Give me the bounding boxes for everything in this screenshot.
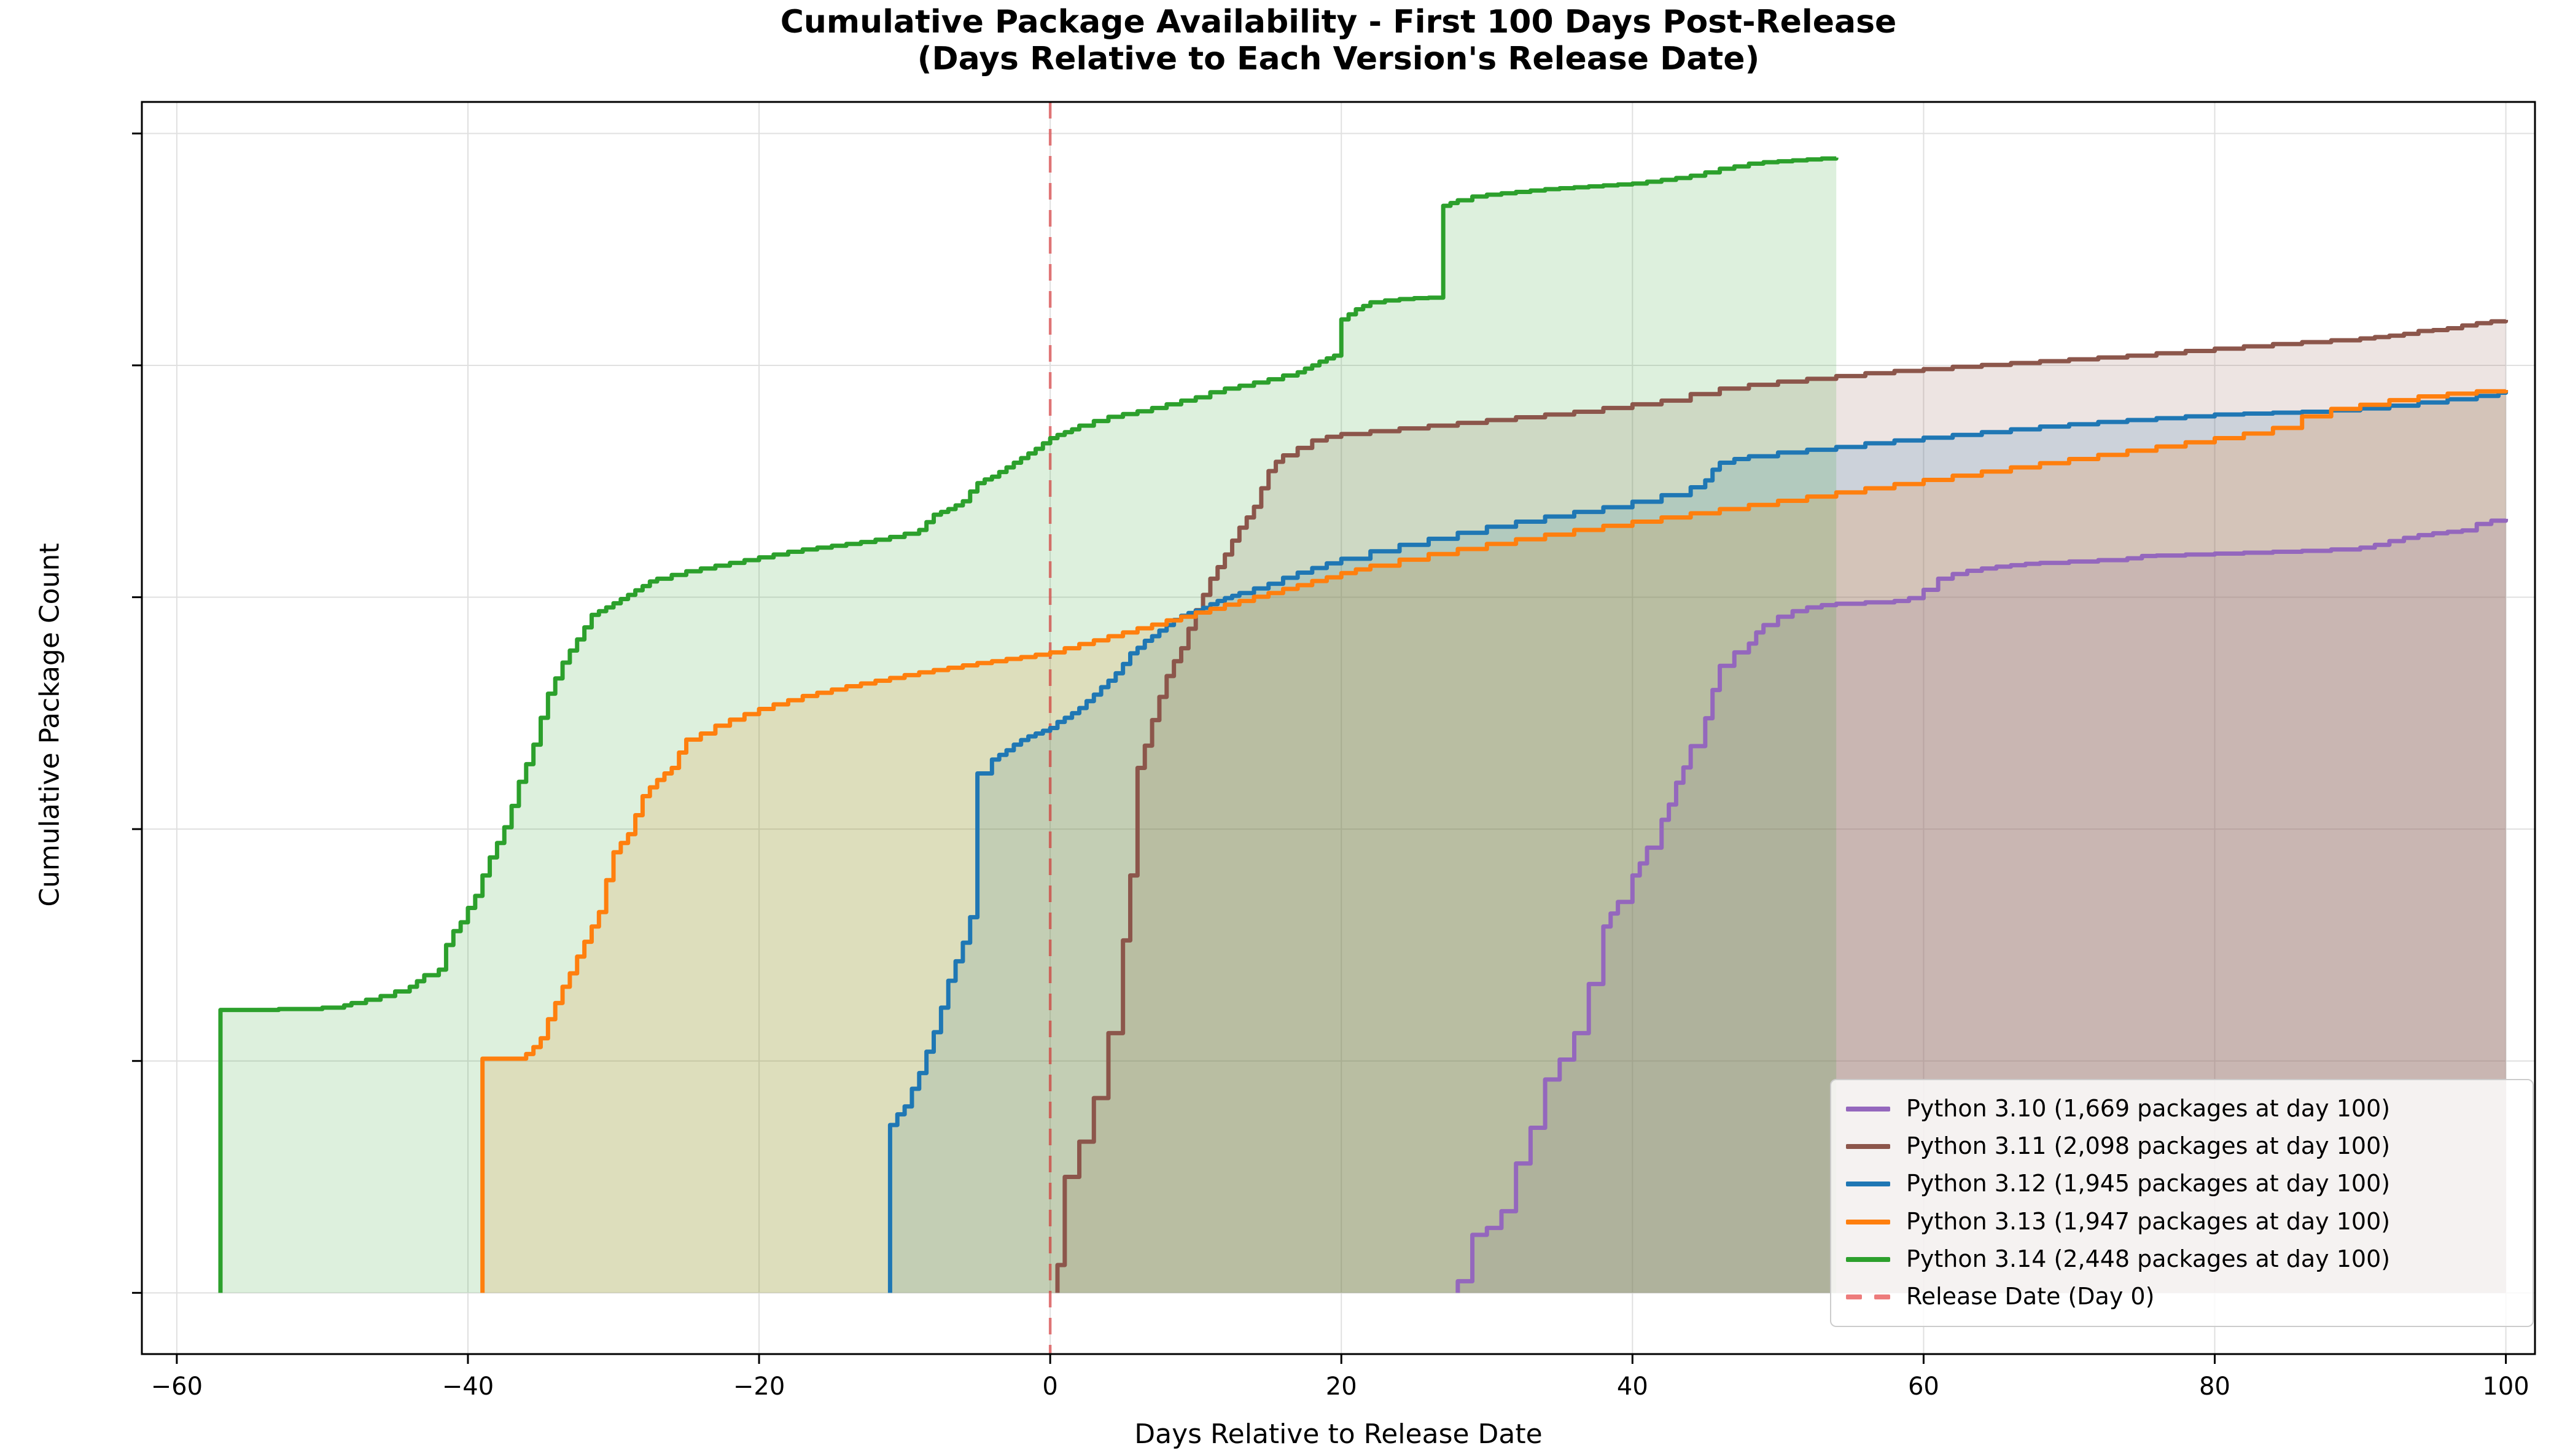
x-tick-label: 40 [1616,1372,1648,1401]
legend-line-swatch [1846,1182,1890,1187]
chart-title-block: Cumulative Package Availability - First … [142,4,2535,77]
x-tick-label: −20 [733,1372,785,1401]
y-axis-label: Cumulative Package Count [34,543,66,907]
legend-item: Python 3.14 (2,448 packages at day 100) [1846,1245,2518,1273]
legend-label: Python 3.14 (2,448 packages at day 100) [1906,1245,2391,1273]
legend-item: Python 3.12 (1,945 packages at day 100) [1846,1171,2518,1197]
chart-subtitle: (Days Relative to Each Version's Release… [917,41,1760,77]
python-3.12-area [890,391,2506,1293]
x-tick-label: 100 [2482,1372,2529,1401]
python-3.14-line [218,156,1839,1293]
x-axis-label: Days Relative to Release Date [1134,1419,1543,1450]
python-3.13-area [482,389,2506,1293]
legend: Python 3.10 (1,669 packages at day 100) P… [1830,1079,2534,1327]
plot-frame [141,101,2536,1355]
python-3.14-area [220,157,1837,1293]
python-3.13-line [480,389,2509,1293]
legend-dashed-line-swatch [1846,1294,1890,1300]
legend-line-swatch [1846,1143,1890,1149]
python-3.10-line [1455,518,2509,1293]
legend-label: Release Date (Day 0) [1906,1283,2155,1310]
python-3.11-area [1057,319,2506,1293]
x-tick-label: 20 [1325,1372,1357,1401]
legend-label: Python 3.12 (1,945 packages at day 100) [1906,1170,2391,1197]
x-tick-label: −60 [150,1372,203,1401]
legend-item: Python 3.10 (1,669 packages at day 100) [1846,1096,2518,1122]
python-3.12-line [887,391,2509,1293]
chart-title: Cumulative Package Availability - First … [780,4,1897,41]
legend-line-swatch [1846,1219,1890,1224]
legend-item: Release Date (Day 0) [1846,1284,2518,1310]
legend-item: Python 3.11 (2,098 packages at day 100) [1846,1132,2518,1160]
x-tick-label: −40 [442,1372,494,1401]
x-tick-label: 80 [2199,1372,2230,1401]
legend-line-swatch [1846,1106,1890,1111]
legend-line-swatch [1846,1256,1890,1262]
x-tick-label: 60 [1907,1372,1939,1401]
python-3.11-line [1055,319,2509,1293]
x-tick-label: 0 [1042,1372,1058,1401]
legend-label: Python 3.10 (1,669 packages at day 100) [1906,1094,2391,1122]
legend-label: Python 3.13 (1,947 packages at day 100) [1906,1207,2391,1235]
legend-item: Python 3.13 (1,947 packages at day 100) [1846,1209,2518,1235]
legend-label: Python 3.11 (2,098 packages at day 100) [1906,1132,2391,1160]
